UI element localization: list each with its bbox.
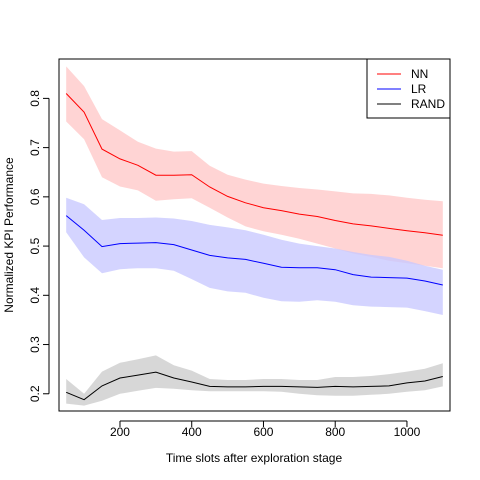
series-lines <box>65 93 443 401</box>
legend-box <box>366 58 451 119</box>
y-axis-title: Normalized KPI Performance <box>2 157 16 313</box>
legend-label-lr: LR <box>411 82 427 96</box>
x-axis-title: Time slots after exploration stage <box>166 451 343 465</box>
lr-series-line <box>65 215 443 286</box>
x-tick-label: 800 <box>325 425 345 439</box>
lr-confidence-band <box>66 197 443 315</box>
y-tick-label: 0.3 <box>28 336 42 353</box>
x-axis: 200 400 600 800 1000 <box>110 420 421 439</box>
y-tick-label: 0.2 <box>28 385 42 402</box>
plot-frame <box>58 58 451 412</box>
legend-label-nn: NN <box>411 67 428 81</box>
rand-series-line <box>66 371 443 401</box>
x-tick-label: 1000 <box>394 425 421 439</box>
x-tick-label: 200 <box>110 425 130 439</box>
y-tick-label: 0.7 <box>28 139 42 156</box>
x-tick-label: 400 <box>182 425 202 439</box>
y-tick-label: 0.8 <box>28 90 42 107</box>
rand-confidence-band <box>66 355 443 406</box>
nn-confidence-band <box>66 66 443 269</box>
nn-series-line <box>65 93 443 236</box>
x-tick-label: 600 <box>253 425 273 439</box>
confidence-bands <box>66 66 443 406</box>
y-tick-label: 0.5 <box>28 237 42 254</box>
legend-label-rand: RAND <box>411 97 445 111</box>
y-tick-label: 0.4 <box>28 287 42 304</box>
y-axis: 0.2 0.3 0.4 0.5 0.6 0.7 0.8 <box>28 90 50 402</box>
y-tick-label: 0.6 <box>28 188 42 205</box>
